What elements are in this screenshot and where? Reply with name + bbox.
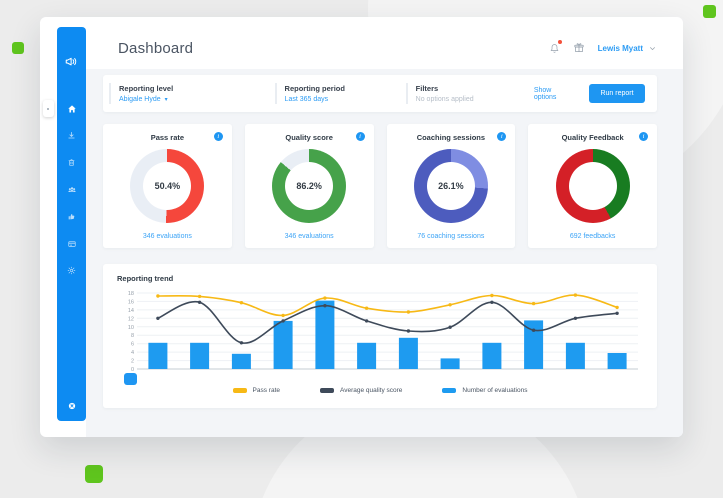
gear-icon: [67, 266, 76, 275]
user-name: Lewis Myatt: [597, 43, 643, 53]
quality-score-donut-chart: 86.2%: [272, 149, 347, 223]
info-icon[interactable]: i: [213, 132, 223, 141]
legend-swatch: [442, 388, 457, 393]
billing-icon: [67, 239, 77, 249]
main-content: Dashboard Lewis Myatt: [86, 17, 683, 437]
sidebar-item-users[interactable]: [57, 176, 86, 203]
sidebar-item-trash[interactable]: [57, 149, 86, 176]
filter-label: Filters: [415, 84, 439, 93]
filter-filters: Filters No options applied: [405, 83, 534, 104]
feedbacks-link[interactable]: 692 feedbacks: [569, 233, 616, 240]
donut-center-value: 50.4%: [154, 181, 181, 191]
filters-value: No options applied: [415, 96, 474, 103]
run-report-button[interactable]: Run report: [589, 84, 645, 103]
chevron-down-icon: [648, 44, 657, 53]
sidebar-item-billing[interactable]: [57, 230, 86, 257]
svg-text:12: 12: [128, 316, 134, 322]
kpi-card-quality-feedback: Quality Feedback i 692 feedbacks: [528, 124, 657, 248]
svg-text:18: 18: [128, 291, 134, 297]
kpi-title: Pass rate: [150, 133, 185, 142]
megaphone-logo-icon: [64, 53, 80, 69]
trend-title: Reporting trend: [117, 274, 174, 283]
reporting-trend-card: Reporting trend 18 16 14 12 10 8 6 4 2 0 Pass rat…: [103, 264, 657, 408]
kpi-title: Quality score: [285, 133, 333, 142]
svg-text:2: 2: [131, 359, 134, 365]
svg-text:0: 0: [131, 367, 134, 373]
svg-text:8: 8: [131, 333, 134, 339]
svg-text:6: 6: [131, 342, 134, 348]
trash-icon: [67, 158, 76, 167]
coaching-sessions-link[interactable]: 76 coaching sessions: [417, 233, 485, 240]
svg-text:4: 4: [131, 350, 134, 356]
bell-icon[interactable]: [549, 39, 562, 55]
sidebar-item-gear[interactable]: [57, 257, 86, 284]
power-icon[interactable]: [57, 401, 86, 411]
decor-green-square: [703, 5, 716, 18]
x-axis-badge: [124, 373, 137, 385]
kpi-card-quality-score: Quality score i 86.2% 346 evaluations: [244, 124, 374, 248]
dashboard-body: Reporting level Abigale Hyde ▾ Reporting …: [86, 69, 683, 437]
app-window: Dashboard Lewis Myatt: [40, 17, 683, 437]
evaluations-link[interactable]: 346 evaluations: [142, 233, 192, 240]
info-icon[interactable]: i: [497, 132, 507, 141]
legend-swatch: [320, 388, 335, 393]
trend-chart: 18 16 14 12 10 8 6 4 2 0: [117, 287, 643, 386]
users-icon: [67, 185, 77, 195]
reporting-level-dropdown[interactable]: Abigale Hyde ▾: [119, 96, 168, 103]
download-icon: [67, 131, 76, 140]
filter-reporting-level: Reporting level Abigale Hyde ▾: [109, 83, 275, 104]
donut-center-value: 86.2%: [296, 181, 322, 191]
thumbs-up-icon: [67, 212, 76, 221]
legend-swatch: [232, 388, 247, 393]
filter-label: Reporting period: [284, 84, 345, 93]
chart-legend: Pass rate Average quality score Number o…: [117, 387, 643, 394]
legend-item-average-quality-score: Average quality score: [320, 387, 402, 394]
decor-green-square: [12, 42, 24, 54]
top-bar: Dashboard Lewis Myatt: [86, 17, 683, 69]
show-options-link[interactable]: Show options: [533, 86, 557, 101]
kpi-title: Coaching sessions: [416, 133, 486, 142]
evaluations-link[interactable]: 346 evaluations: [284, 233, 334, 240]
sidebar-menu: [43, 95, 86, 284]
sidebar-item-home[interactable]: [43, 95, 86, 122]
legend-item-number-of-evaluations: Number of evaluations: [442, 387, 527, 394]
page-title: Dashboard: [118, 39, 194, 57]
quality-feedback-donut-chart: [555, 149, 630, 223]
user-menu[interactable]: Lewis Myatt: [598, 44, 657, 53]
svg-text:10: 10: [128, 325, 134, 331]
filter-reporting-period: Reporting period Last 365 days: [274, 83, 406, 104]
sidebar-item-thumbs-up[interactable]: [57, 203, 86, 230]
kpi-card-coaching-sessions: Coaching sessions i 26.1% 76 coaching se…: [386, 124, 516, 248]
trend-chart-svg: 18 16 14 12 10 8 6 4 2 0: [128, 291, 638, 373]
gift-icon[interactable]: [573, 42, 585, 54]
kpi-cards-row: Pass rate i 50.4% 346 evaluations Qualit…: [103, 124, 657, 248]
sidebar-item-download[interactable]: [57, 122, 86, 149]
svg-text:16: 16: [128, 299, 134, 305]
pass-rate-donut-chart: 50.4%: [130, 149, 205, 223]
svg-text:14: 14: [128, 308, 134, 314]
notification-badge: [557, 39, 562, 44]
coaching-sessions-donut-chart: 26.1%: [413, 149, 488, 223]
reporting-period-value[interactable]: Last 365 days: [284, 96, 329, 103]
legend-item-pass-rate: Pass rate: [232, 387, 280, 394]
donut-center-value: 26.1%: [438, 181, 464, 191]
home-icon: [67, 104, 77, 114]
kpi-title: Quality Feedback: [561, 133, 624, 142]
dropdown-arrow-icon: ▾: [164, 97, 168, 103]
filter-label: Reporting level: [119, 84, 174, 93]
info-icon[interactable]: i: [639, 132, 648, 141]
info-icon[interactable]: i: [355, 132, 365, 141]
decor-green-square: [85, 465, 103, 483]
kpi-card-pass-rate: Pass rate i 50.4% 346 evaluations: [103, 124, 232, 248]
filter-bar: Reporting level Abigale Hyde ▾ Reporting …: [103, 75, 657, 112]
sidebar: [43, 27, 86, 421]
